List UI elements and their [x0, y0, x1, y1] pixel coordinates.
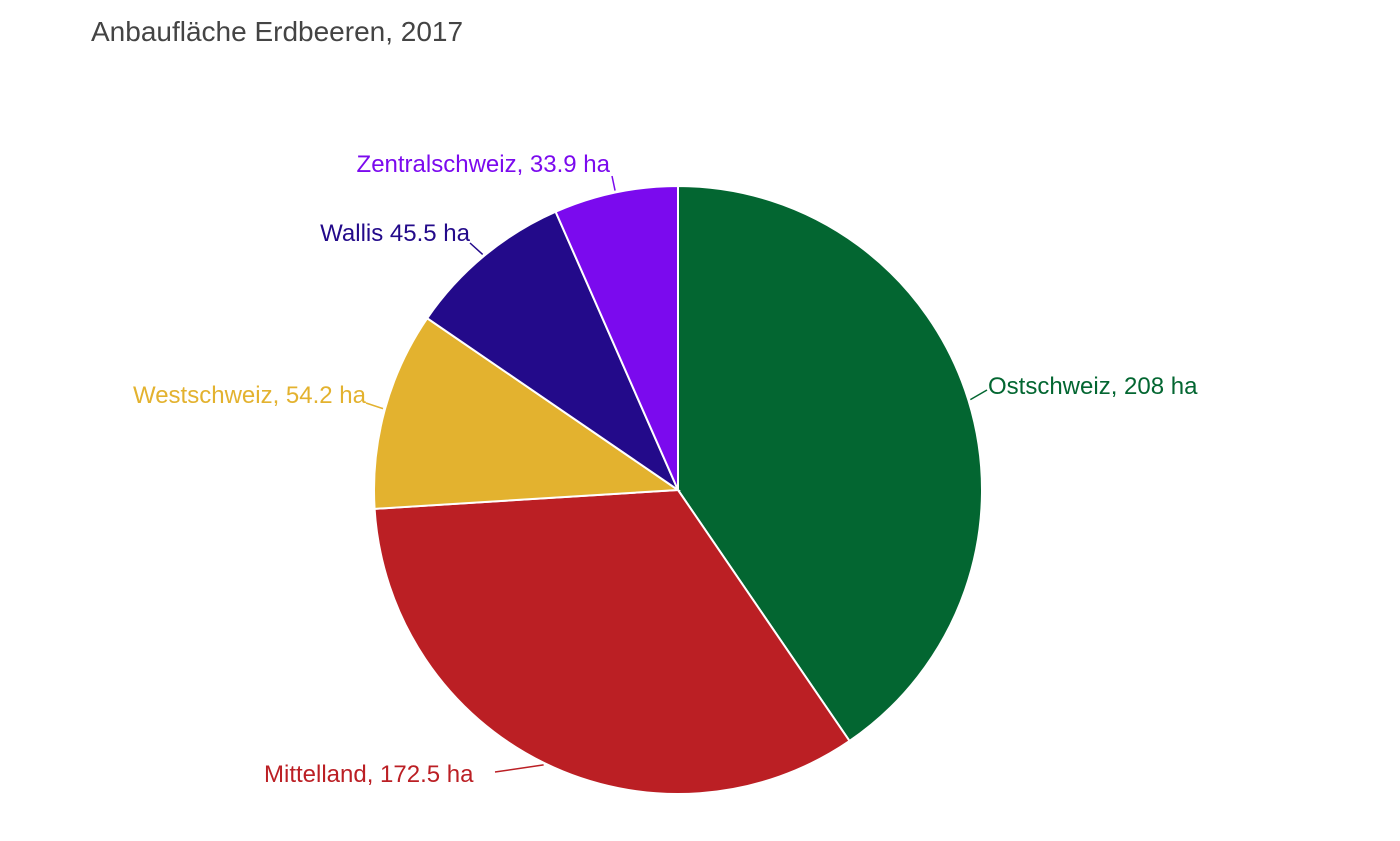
slice-label-zentralschweiz: Zentralschweiz, 33.9 ha	[357, 151, 611, 178]
pie-slice-mittelland	[373, 488, 851, 795]
chart-title: Anbaufläche Erdbeeren, 2017	[91, 16, 464, 47]
leader-line-zentralschweiz	[611, 175, 616, 191]
slice-label-mittelland: Mittelland, 172.5 ha	[264, 761, 474, 788]
pie-slice-ostschweiz	[677, 184, 983, 743]
leader-line-mittelland	[494, 764, 544, 773]
slice-label-ostschweiz: Ostschweiz, 208 ha	[988, 373, 1198, 400]
pie-slice-wallis	[425, 210, 681, 493]
leader-line-westschweiz	[365, 402, 384, 410]
pie-slice-zentralschweiz	[554, 184, 679, 491]
slice-label-westschweiz: Westschweiz, 54.2 ha	[133, 382, 367, 409]
pie-slice-westschweiz	[373, 316, 681, 510]
leader-line-ostschweiz	[969, 389, 988, 401]
slice-label-wallis: Wallis 45.5 ha	[320, 220, 471, 247]
leader-line-wallis	[469, 242, 484, 256]
